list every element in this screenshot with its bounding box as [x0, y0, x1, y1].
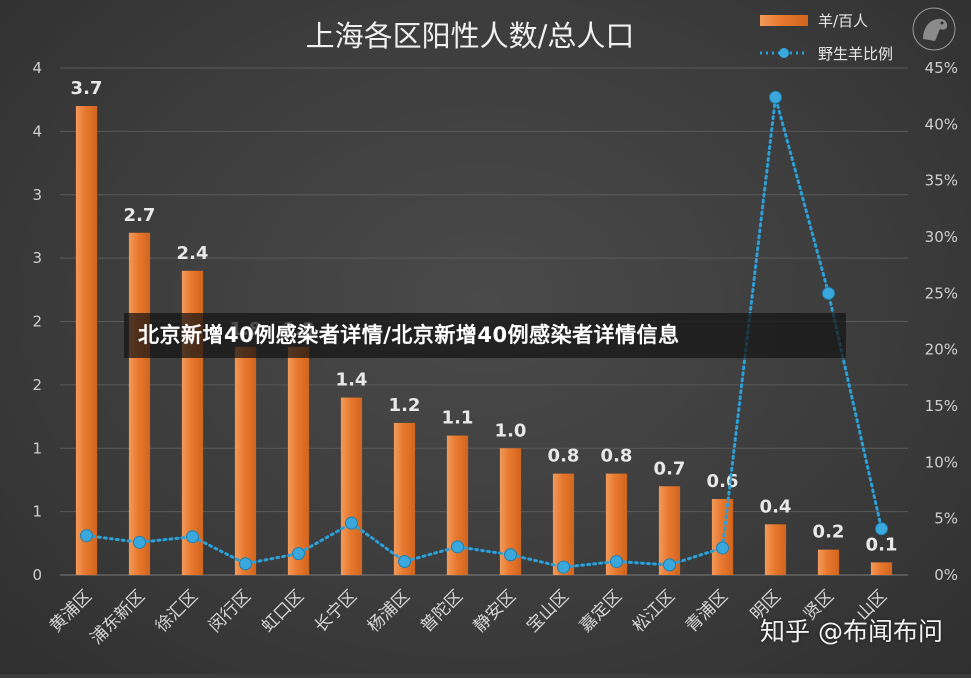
right-tick-label: 15%	[925, 397, 958, 415]
bar-data-label: 1.0	[495, 420, 527, 441]
line-point	[504, 548, 517, 562]
bar	[75, 106, 98, 576]
left-axis: 0 1 1 2 2 3 3 4 4	[32, 59, 42, 584]
category-label: 浦东新区	[87, 586, 149, 648]
bar-data-label: 1.4	[336, 370, 368, 391]
bar	[128, 232, 151, 575]
right-tick-label: 35%	[925, 172, 958, 190]
legend-line-label: 野生羊比例	[818, 45, 893, 63]
bar	[817, 549, 840, 575]
line-point	[875, 522, 888, 536]
bar-data-label: 0.4	[760, 496, 792, 517]
line-point	[80, 529, 93, 543]
bar	[499, 448, 522, 575]
category-label: 静安区	[470, 586, 520, 636]
line-point	[769, 90, 782, 104]
line-point	[557, 560, 570, 574]
left-tick-label: 3	[32, 186, 42, 204]
right-tick-label: 0%	[934, 566, 958, 584]
left-tick-label: 3	[32, 249, 42, 267]
bar	[393, 422, 416, 575]
right-tick-label: 30%	[925, 228, 958, 246]
legend: 羊/百人 野生羊比例	[760, 12, 893, 63]
left-tick-label: 2	[32, 313, 42, 331]
line-point	[239, 557, 252, 571]
left-tick-label: 4	[32, 122, 42, 140]
line-point	[822, 286, 835, 300]
bar	[605, 473, 628, 575]
bar-data-label: 0.7	[654, 458, 686, 479]
left-tick-label: 0	[32, 566, 42, 584]
bar-data-label: 1.1	[442, 408, 474, 429]
right-tick-label: 25%	[925, 284, 958, 302]
bar-data-label: 0.1	[866, 534, 898, 555]
legend-bar-label: 羊/百人	[818, 12, 868, 30]
bar	[446, 435, 469, 575]
category-label: 徐汇区	[152, 586, 202, 636]
bar	[658, 486, 681, 575]
bar-data-label: 0.2	[813, 522, 845, 543]
bar-data-label: 2.4	[177, 243, 209, 264]
chart-title: 上海各区阳性人数/总人口	[306, 19, 635, 53]
dinosaur-logo-icon	[912, 7, 956, 51]
bar	[287, 346, 310, 575]
line-point	[398, 554, 411, 568]
line-point	[663, 558, 676, 572]
legend-bar-swatch	[760, 15, 808, 26]
bar-data-label: 0.8	[548, 446, 580, 467]
line-point	[451, 540, 464, 554]
line-point	[186, 530, 199, 544]
line-point	[610, 554, 623, 568]
line-series	[80, 90, 888, 574]
left-tick-label: 1	[32, 439, 42, 457]
right-tick-label: 40%	[925, 115, 958, 133]
line-point	[716, 541, 729, 555]
right-axis: 0% 5% 10% 15% 20% 25% 30% 35% 40% 45%	[925, 59, 958, 584]
bar-data-label: 3.7	[71, 78, 103, 99]
line-point	[292, 547, 305, 561]
bar	[552, 473, 575, 575]
right-tick-label: 10%	[925, 453, 958, 471]
category-label: 松江区	[629, 586, 679, 636]
left-tick-label: 4	[32, 59, 42, 77]
bar-data-label: 0.8	[601, 446, 633, 467]
category-label: 宝山区	[523, 586, 573, 636]
bar	[711, 498, 734, 575]
legend-line-marker	[779, 48, 789, 58]
category-label: 长宁区	[311, 586, 361, 636]
bar	[870, 562, 893, 575]
category-label: 杨浦区	[364, 586, 414, 636]
category-label: 嘉定区	[576, 586, 626, 636]
bar-data-label: 2.7	[124, 205, 156, 226]
bar	[340, 397, 363, 575]
overlay-banner: 北京新增40例感染者详情/北京新增40例感染者详情信息	[124, 313, 846, 358]
left-tick-label: 2	[32, 376, 42, 394]
category-label: 黄浦区	[46, 586, 96, 636]
bar	[764, 524, 787, 575]
bar-data-label: 1.2	[389, 395, 421, 416]
category-label: 青浦区	[682, 586, 732, 636]
right-tick-label: 45%	[925, 59, 958, 77]
bar	[234, 346, 257, 575]
left-tick-label: 1	[32, 503, 42, 521]
right-tick-label: 5%	[934, 510, 958, 528]
line-point	[133, 535, 146, 549]
right-tick-label: 20%	[925, 341, 958, 359]
bar-data-label: 0.6	[707, 471, 739, 492]
category-label: 虹口区	[258, 586, 308, 636]
line-point	[345, 516, 358, 530]
category-label: 普陀区	[417, 586, 467, 636]
category-label: 闵行区	[205, 586, 255, 636]
watermark: 知乎 @布闻布问	[760, 617, 943, 646]
